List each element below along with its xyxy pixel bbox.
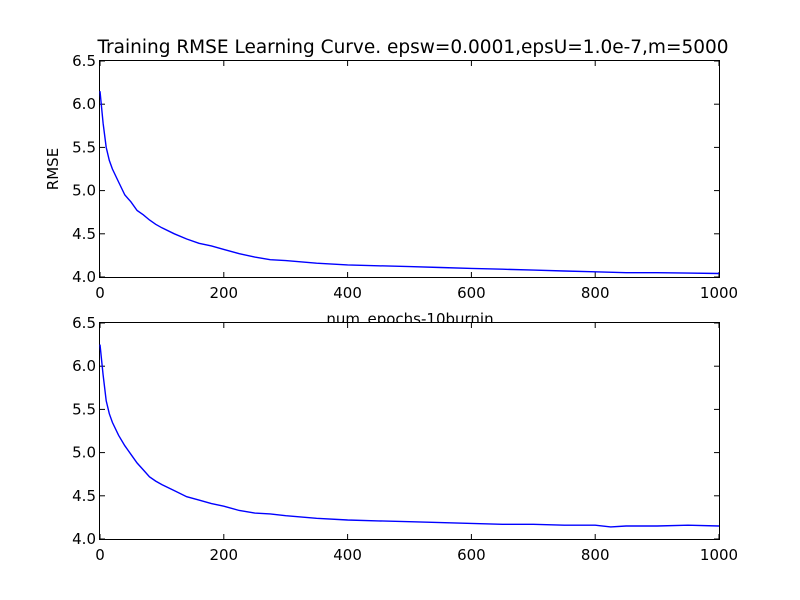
y-tick-label: 4.5	[72, 487, 96, 505]
x-tick-label: 0	[95, 546, 105, 564]
x-tick-label: 200	[209, 284, 238, 302]
plot-frame	[99, 322, 720, 540]
y-tick-label: 6.0	[72, 357, 96, 375]
plot-background	[99, 322, 720, 540]
y-tick-label: 4.0	[72, 268, 96, 286]
x-tick-label: 200	[209, 546, 238, 564]
y-tick-label: 4.0	[72, 530, 96, 548]
y-axis-label: RMSE	[44, 148, 62, 190]
y-tick-label: 5.5	[72, 400, 96, 418]
series-line	[99, 344, 720, 528]
x-tick-label: 1000	[700, 284, 738, 302]
y-tick-label: 6.5	[72, 314, 96, 332]
y-tick-label: 6.0	[72, 95, 96, 113]
plot-frame	[99, 60, 720, 278]
x-tick-label: 0	[95, 284, 105, 302]
series-line	[99, 91, 720, 275]
chart-title: Training RMSE Learning Curve. epsw=0.000…	[96, 37, 728, 58]
x-tick-label: 800	[581, 546, 610, 564]
tick-group: 0 200 400 600 800 1000 4.0 4.5 5.0 5.5 6.0 6.5	[72, 52, 738, 302]
tick-group: 0 200 400 600 800 1000 4.0 4.5 5.0 5.5 6.0 6.5	[72, 314, 738, 564]
y-tick-label: 5.0	[72, 444, 96, 462]
x-tick-label: 1000	[700, 546, 738, 564]
top-plot: Training RMSE Learning Curve. epsw=0.000…	[44, 37, 738, 329]
x-tick-label: 400	[333, 546, 362, 564]
y-tick-label: 5.0	[72, 182, 96, 200]
y-tick-label: 6.5	[72, 52, 96, 70]
y-tick-label: 4.5	[72, 225, 96, 243]
x-tick-label: 800	[581, 284, 610, 302]
x-tick-label: 600	[457, 546, 486, 564]
x-tick-label: 600	[457, 284, 486, 302]
x-tick-label: 400	[333, 284, 362, 302]
bottom-plot: 0 200 400 600 800 1000 4.0 4.5 5.0 5.5 6.0 6.5	[72, 314, 738, 564]
y-tick-label: 5.5	[72, 138, 96, 156]
